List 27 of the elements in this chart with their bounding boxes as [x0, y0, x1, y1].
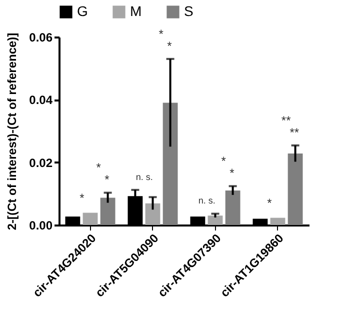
bar: [145, 203, 160, 225]
y-tick-label: 0.04: [29, 93, 53, 108]
bar: [270, 218, 286, 225]
legend-label: G: [77, 3, 88, 19]
annotation: *: [230, 166, 235, 180]
legend-label: S: [184, 3, 194, 19]
bar: [82, 212, 98, 225]
y-tick-label: 0.06: [29, 30, 53, 44]
bar: [162, 102, 178, 225]
bar: [288, 154, 303, 225]
annotation: *: [80, 190, 85, 205]
annotation: n. s.: [198, 196, 216, 206]
y-tick-label: 0.00: [29, 218, 53, 232]
annotation: n. s.: [136, 172, 153, 182]
y-tick-label: 0.02: [29, 156, 53, 170]
annotation: *: [267, 196, 272, 210]
y-axis-title: 2-[(Ct of interest)-(Ct of reference)]: [5, 32, 20, 230]
annotation: *: [221, 154, 226, 168]
annotation: *: [104, 172, 110, 187]
bar: [100, 198, 116, 225]
annotation: *: [158, 26, 164, 41]
annotation: *: [167, 38, 172, 53]
annotation: *: [96, 160, 102, 175]
annotation: **: [281, 113, 292, 128]
legend-label: M: [130, 3, 142, 19]
bar: [225, 190, 240, 225]
annotation: **: [290, 125, 300, 140]
